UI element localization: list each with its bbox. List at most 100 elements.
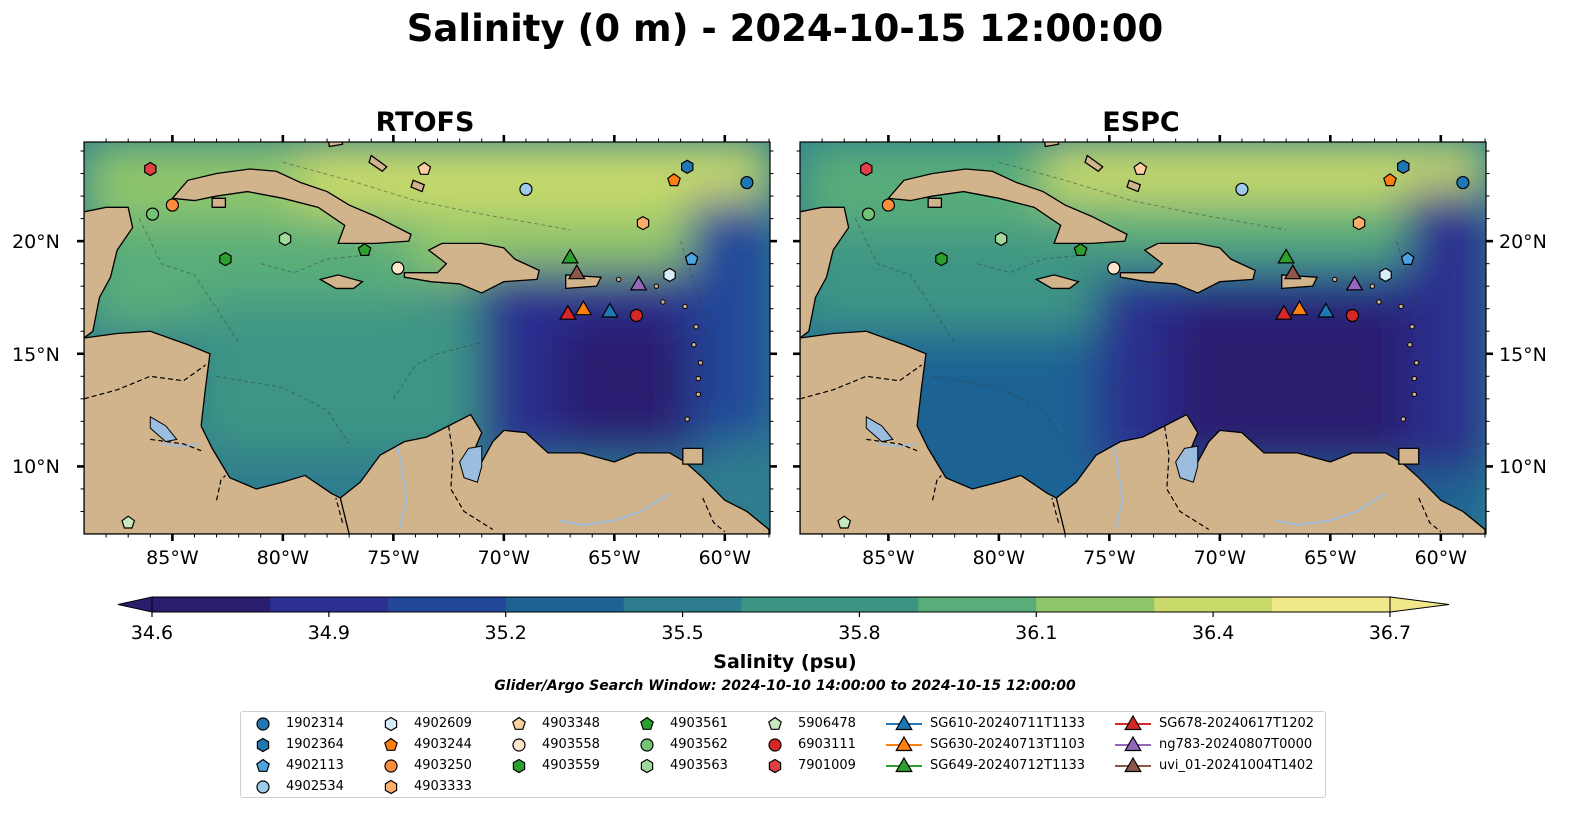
- station-espc-5906478: [837, 515, 852, 529]
- station-rtofs-4902113: [684, 251, 699, 265]
- lon-label-espc-1: 80°W: [972, 547, 1026, 569]
- lake-nicaragua-espc: [865, 415, 894, 443]
- station-rtofs-1902364: [680, 159, 694, 174]
- station-espc-7901009: [860, 161, 873, 177]
- station-rtofs-SG649-20240712T1133: [561, 248, 579, 264]
- salinity-field-rtofs-7: [690, 200, 770, 440]
- station-rtofs-4903558: [391, 261, 405, 275]
- legend-hexagon-icon: [512, 758, 526, 774]
- islet-rtofs-0: [693, 324, 699, 330]
- land-cuba-rtofs: [171, 168, 412, 245]
- isobath-espc-1: [976, 254, 1088, 274]
- lon-label-rtofs-3: 70°W: [477, 547, 531, 569]
- lon-label-espc-3: 70°W: [1193, 547, 1247, 569]
- legend-label: 5906478: [798, 716, 856, 731]
- land-jamaica-rtofs: [318, 274, 364, 290]
- legend-label: 7901009: [798, 758, 856, 773]
- station-espc-4902534: [1235, 182, 1249, 196]
- isobath-rtofs-1: [260, 254, 372, 274]
- station-espc-4903562: [861, 207, 876, 221]
- river-espc-1: [1274, 492, 1387, 526]
- border-espc-0: [800, 364, 922, 400]
- lon-label-rtofs-1: 80°W: [256, 547, 310, 569]
- land-cuba-espc: [887, 168, 1128, 245]
- isobath-espc-5: [998, 161, 1287, 231]
- legend-marker-pentagon: [512, 716, 526, 730]
- islet-rtofs-7: [653, 283, 660, 289]
- lat-label-left-15n: 15°N: [12, 344, 60, 366]
- border-rtofs-0: [84, 364, 206, 400]
- lake-nicaragua-rtofs: [149, 415, 178, 443]
- land-south-rtofs: [339, 413, 770, 534]
- lon-label-espc-2: 75°W: [1083, 547, 1136, 569]
- legend-marker-circle: [256, 717, 270, 731]
- station-espc-4903250: [881, 198, 895, 212]
- legend-marker-circle: [640, 738, 654, 752]
- legend-label: 4902534: [286, 779, 344, 794]
- land-bahamas1-espc: [1044, 142, 1060, 148]
- colorbar-segment-15: [1036, 597, 1096, 612]
- colorbar-tick-label: 35.5: [661, 622, 704, 644]
- land-bahamas3-espc: [1126, 179, 1142, 193]
- legend-label: SG678-20240617T1202: [1159, 716, 1315, 731]
- river-rtofs-1: [558, 492, 671, 526]
- land-bahamas3-rtofs: [410, 179, 426, 193]
- station-espc-4903333: [1352, 215, 1366, 231]
- station-espc-4902113: [1400, 251, 1415, 265]
- station-espc-4903244: [1383, 173, 1397, 187]
- legend-circle-icon: [256, 717, 270, 731]
- colorbar-segment-16: [1095, 597, 1155, 612]
- station-espc-4903558: [1107, 261, 1121, 275]
- colorbar-segment-4: [387, 597, 448, 612]
- station-espc-SG630-20240713T1103: [1290, 300, 1309, 316]
- legend-label: 4902609: [414, 716, 472, 731]
- land-bahamas2-rtofs: [368, 154, 388, 173]
- legend-pentagon-icon: [384, 737, 398, 751]
- isobath-espc-3: [1108, 342, 1198, 400]
- station-espc-1902364: [1396, 159, 1410, 174]
- colorbar-segment-2: [269, 597, 330, 612]
- station-espc-4903348: [1133, 161, 1148, 175]
- station-espc-4903563: [994, 231, 1008, 247]
- legend-label: 4903561: [670, 716, 728, 731]
- isobath-rtofs-2: [216, 375, 350, 445]
- legend-triangle-icon: [1124, 735, 1142, 752]
- legend-pentagon-icon: [512, 716, 526, 730]
- islet-rtofs-8: [616, 276, 622, 283]
- station-rtofs-4903562: [145, 207, 160, 221]
- land-bahamas1-rtofs: [328, 142, 344, 148]
- lake-maracaibo-espc: [1175, 445, 1199, 483]
- islet-rtofs-6: [660, 299, 666, 305]
- islet-espc-9: [1398, 303, 1404, 310]
- legend-label: 4903563: [670, 758, 728, 773]
- legend-marker-pentagon: [768, 716, 782, 730]
- colorbar-tick-label: 36.4: [1191, 622, 1235, 644]
- isobath-rtofs-5: [282, 161, 571, 231]
- islet-espc-1: [1407, 342, 1413, 348]
- isobath-espc-4: [1307, 353, 1386, 411]
- legend-label: 4903559: [542, 758, 600, 773]
- islet-espc-4: [1411, 391, 1417, 398]
- islet-rtofs-2: [697, 360, 704, 366]
- colorbar-segment-10: [741, 597, 802, 612]
- legend-circle-icon: [640, 738, 654, 752]
- legend-marker-hexagon: [256, 737, 270, 753]
- islet-espc-3: [1411, 375, 1417, 382]
- legend-marker-pentagon: [640, 716, 654, 730]
- station-rtofs-4903563: [278, 231, 292, 247]
- station-rtofs-4903244: [667, 173, 681, 187]
- legend-pentagon-icon: [256, 758, 270, 772]
- station-espc-SG610-20240711T1133: [1317, 302, 1335, 318]
- station-rtofs-4902609: [663, 267, 676, 283]
- legend-marker-hexagon: [512, 758, 526, 774]
- legend-marker-circle: [512, 738, 526, 752]
- salinity-field-espc-6: [1406, 190, 1486, 450]
- map-frame-espc: [799, 141, 1487, 535]
- legend-marker-circle: [384, 759, 398, 773]
- lon-label-espc-5: 60°W: [1414, 547, 1468, 569]
- station-rtofs-4903333: [636, 215, 650, 231]
- station-espc-SG678-20240617T1202: [1275, 304, 1293, 320]
- colorbar-label: Salinity (psu): [713, 651, 857, 673]
- station-rtofs-ng783-20240807T0000: [629, 275, 648, 291]
- legend-label: 4903562: [670, 737, 728, 752]
